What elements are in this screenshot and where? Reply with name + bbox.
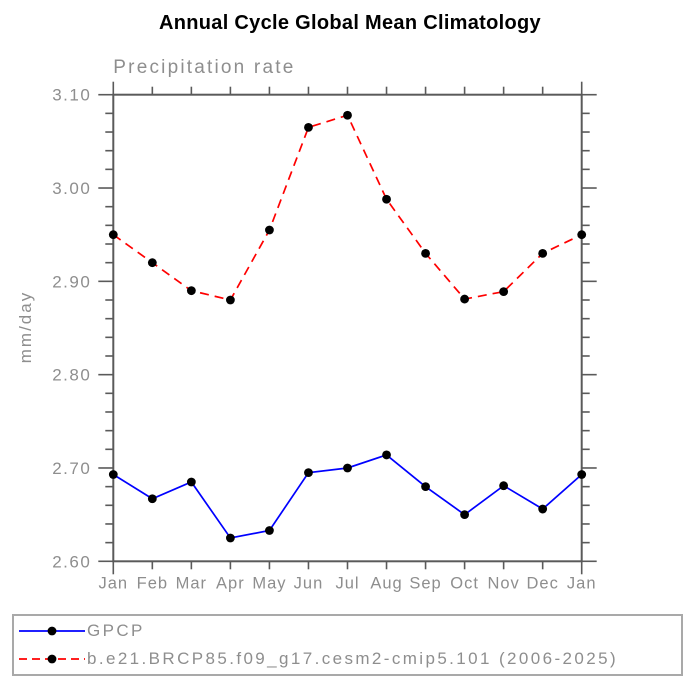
data-point-marker <box>304 122 313 132</box>
data-point-marker <box>147 494 157 504</box>
data-point-marker <box>421 248 430 258</box>
legend-label-0: GPCP <box>87 621 145 640</box>
annual-cycle-chart: Precipitation rate mm/day Jan Feb Mar Apr May J… <box>16 57 597 592</box>
data-point-marker <box>186 286 196 296</box>
legend-marker-icon <box>47 626 57 636</box>
y-tick-label: 2.70 <box>52 459 91 478</box>
data-point-marker <box>108 230 118 240</box>
page-title: Annual Cycle Global Mean Climatology <box>159 12 541 34</box>
x-tick-label: May <box>252 574 286 592</box>
data-point-marker <box>265 526 274 535</box>
x-tick-label: Jan <box>98 574 128 592</box>
x-tick-label: Apr <box>216 574 245 592</box>
data-point-marker <box>226 295 235 305</box>
data-point-marker <box>382 450 391 460</box>
x-tick-label: Feb <box>137 574 168 592</box>
legend-item-1: b.e21.BRCP85.f09_g17.cesm2-cmip5.101 (20… <box>14 646 681 672</box>
data-point-marker <box>460 294 469 304</box>
legend: GPCP b.e21.BRCP85.f09_g17.cesm2-cmip5.101… <box>12 614 683 676</box>
data-point-marker <box>304 468 313 478</box>
legend-line-sample-1 <box>19 654 85 664</box>
y-tick-label: 2.90 <box>52 272 91 291</box>
series-line-1 <box>112 114 583 301</box>
data-point-marker <box>499 287 509 297</box>
x-tick-label: Jan <box>567 574 597 592</box>
data-point-marker <box>226 533 235 543</box>
x-tick-label: Dec <box>526 574 558 592</box>
legend-marker-icon <box>47 654 57 664</box>
data-point-marker <box>343 110 352 120</box>
y-tick-label: 2.60 <box>52 552 91 571</box>
y-axis-label: mm/day <box>16 291 35 363</box>
data-point-marker <box>382 194 391 204</box>
data-point-marker <box>577 470 587 479</box>
data-point-marker <box>186 477 196 487</box>
data-point-marker <box>265 225 274 235</box>
y-tick-label: 3.00 <box>52 179 91 198</box>
x-tick-label: Mar <box>176 574 207 592</box>
legend-label-1: b.e21.BRCP85.f09_g17.cesm2-cmip5.101 (20… <box>87 649 619 668</box>
x-tick-label: Oct <box>450 574 479 592</box>
chart-subtitle: Precipitation rate <box>113 57 295 78</box>
x-tick-label: Jul <box>335 574 359 592</box>
x-tick-label: Nov <box>487 574 519 592</box>
y-tick-label: 3.10 <box>52 86 91 105</box>
data-point-marker <box>577 230 587 240</box>
data-point-marker <box>499 481 509 491</box>
data-point-marker <box>108 470 118 479</box>
legend-line-sample-0 <box>19 626 85 636</box>
x-tick-label: Jun <box>294 574 324 592</box>
y-tick-label: 2.80 <box>52 366 91 385</box>
x-tick-label: Sep <box>409 574 441 592</box>
data-point-marker <box>538 504 548 514</box>
data-point-marker <box>538 248 548 258</box>
legend-item-0: GPCP <box>14 618 681 644</box>
data-point-marker <box>147 258 157 268</box>
data-point-marker <box>343 463 352 473</box>
data-point-marker <box>460 510 469 520</box>
data-point-marker <box>421 482 430 492</box>
x-tick-label: Aug <box>370 574 402 592</box>
